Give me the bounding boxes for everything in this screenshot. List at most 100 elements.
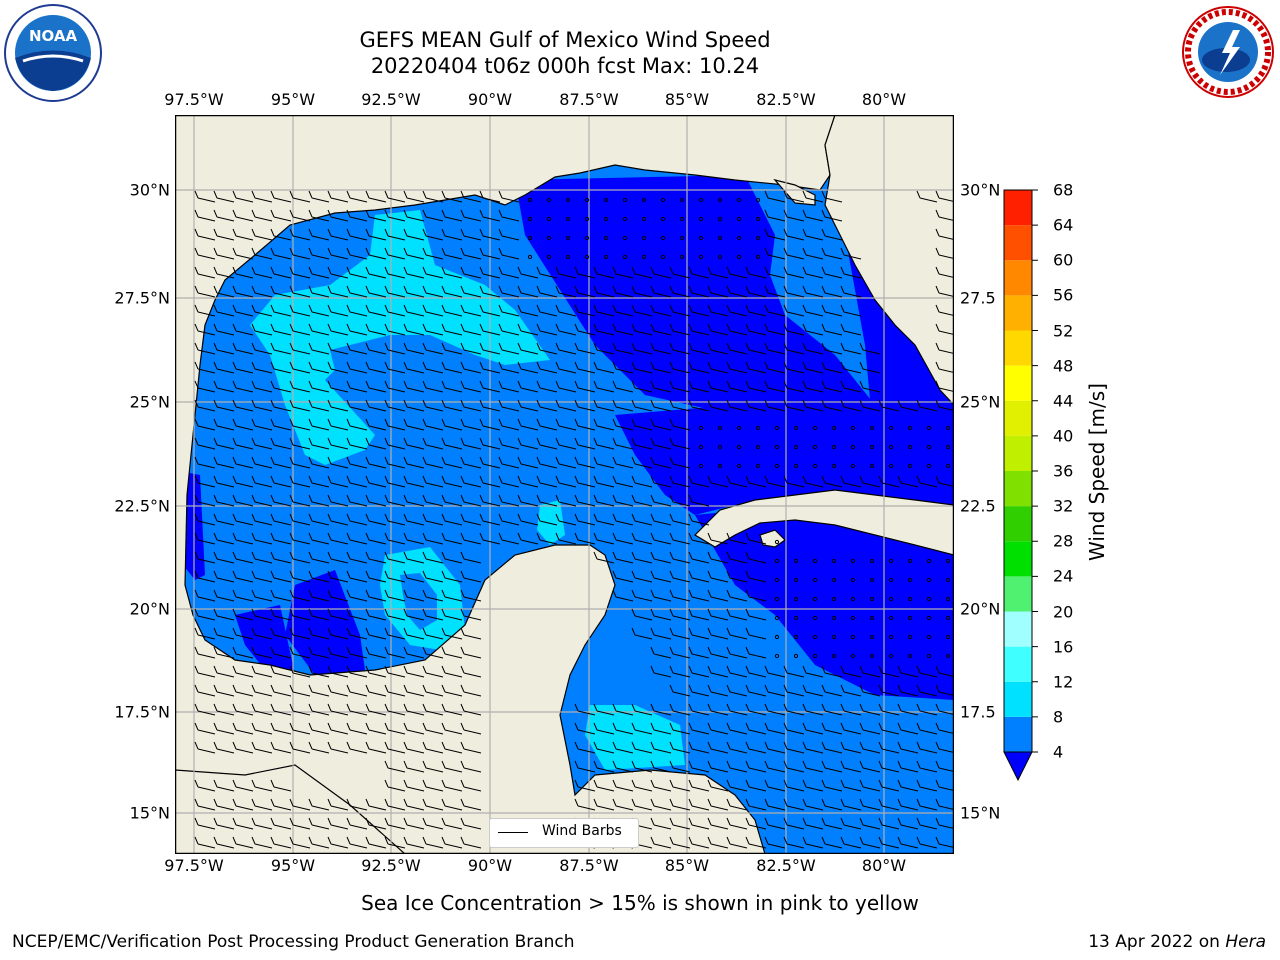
wind-barb (631, 741, 653, 754)
wind-barb (802, 247, 824, 260)
wind-barb (878, 399, 900, 412)
wind-barb (669, 513, 691, 526)
wind-barb (365, 703, 387, 716)
wind-barb (878, 665, 900, 678)
wind-barb (916, 760, 938, 773)
calm-barb (850, 615, 856, 621)
wind-barb (745, 475, 767, 488)
wind-barb (346, 817, 368, 830)
wind-barb (460, 456, 482, 469)
wind-barb (403, 665, 425, 678)
wind-barb (365, 494, 387, 507)
wind-barb (384, 760, 406, 773)
wind-barb (631, 551, 653, 564)
wind-barb (365, 665, 387, 678)
lon-label-top: 95°W (270, 90, 316, 109)
wind-barb (840, 247, 862, 260)
wind-barb (802, 228, 824, 241)
wind-barb (707, 551, 729, 564)
wind-barb (536, 437, 558, 450)
wind-barb (384, 646, 406, 659)
wind-barb (213, 475, 235, 488)
wind-barb (612, 551, 634, 564)
wind-barb (707, 532, 729, 545)
wind-barb (593, 361, 615, 374)
wind-barb (479, 190, 501, 203)
wind-barbs (194, 190, 954, 849)
wind-barb (346, 513, 368, 526)
wind-barb (403, 608, 425, 621)
wind-barb (403, 456, 425, 469)
wind-barb (289, 380, 311, 393)
wind-barb (384, 703, 406, 716)
wind-barb (213, 570, 235, 583)
wind-barb (821, 475, 843, 488)
wind-barb (707, 646, 729, 659)
wind-barb (384, 399, 406, 412)
wind-barb (802, 741, 824, 754)
wind-barb (346, 285, 368, 298)
wind-barb (251, 589, 273, 602)
wind-barb (669, 323, 691, 336)
calm-barb (888, 444, 894, 450)
calm-barb (926, 596, 932, 602)
wind-barb (441, 342, 463, 355)
wind-barb (688, 608, 710, 621)
wind-barb (346, 608, 368, 621)
wind-barb (441, 836, 463, 849)
wind-barb (365, 741, 387, 754)
wind-barb (460, 532, 482, 545)
wind-barb (688, 266, 710, 279)
wind-barb (251, 551, 273, 564)
wind-barb (232, 399, 254, 412)
wind-barb (327, 665, 349, 678)
wind-barb (270, 247, 292, 260)
wind-barb (289, 456, 311, 469)
wind-barb (384, 513, 406, 526)
wind-barb (213, 285, 235, 298)
wind-barb (631, 513, 653, 526)
wind-barb (346, 798, 368, 811)
wind-barb (289, 304, 311, 317)
wind-barb (270, 608, 292, 621)
wind-barb (650, 646, 672, 659)
wind-barb (213, 361, 235, 374)
wind-barb (346, 380, 368, 393)
wind-barb (498, 342, 520, 355)
calm-barb (812, 596, 818, 602)
calm-barb (679, 254, 685, 260)
wind-barb (289, 798, 311, 811)
calm-barb (945, 577, 951, 583)
wind-barb (783, 836, 805, 849)
calm-barb (717, 254, 723, 260)
wind-barb (213, 798, 235, 811)
wind-barb (802, 665, 824, 678)
wind-barb (232, 228, 254, 241)
wind-barb (821, 266, 843, 279)
wind-barb (498, 209, 520, 222)
calm-barb (793, 425, 799, 431)
colorbar-tick-label: 64 (1053, 215, 1074, 235)
wind-barb (650, 570, 672, 583)
wind-barb (669, 760, 691, 773)
calm-barb (888, 463, 894, 469)
wind-barb (232, 665, 254, 678)
wind-barb (213, 304, 235, 317)
wind-barb (650, 285, 672, 298)
wind-barb (232, 817, 254, 830)
wind-barb (403, 304, 425, 317)
wind-barb (346, 456, 368, 469)
wind-barb (289, 209, 311, 222)
calm-barb (907, 615, 913, 621)
wind-barb (422, 437, 444, 450)
wind-barb (726, 684, 748, 697)
calm-barb (793, 577, 799, 583)
colorbar-tick-label: 60 (1053, 250, 1074, 270)
calm-barb (812, 425, 818, 431)
wind-barb (308, 285, 330, 298)
wind-barb (669, 665, 691, 678)
wind-barb (593, 456, 615, 469)
wind-barb (327, 323, 349, 336)
wind-barb (441, 209, 463, 222)
wind-barb (213, 228, 235, 241)
